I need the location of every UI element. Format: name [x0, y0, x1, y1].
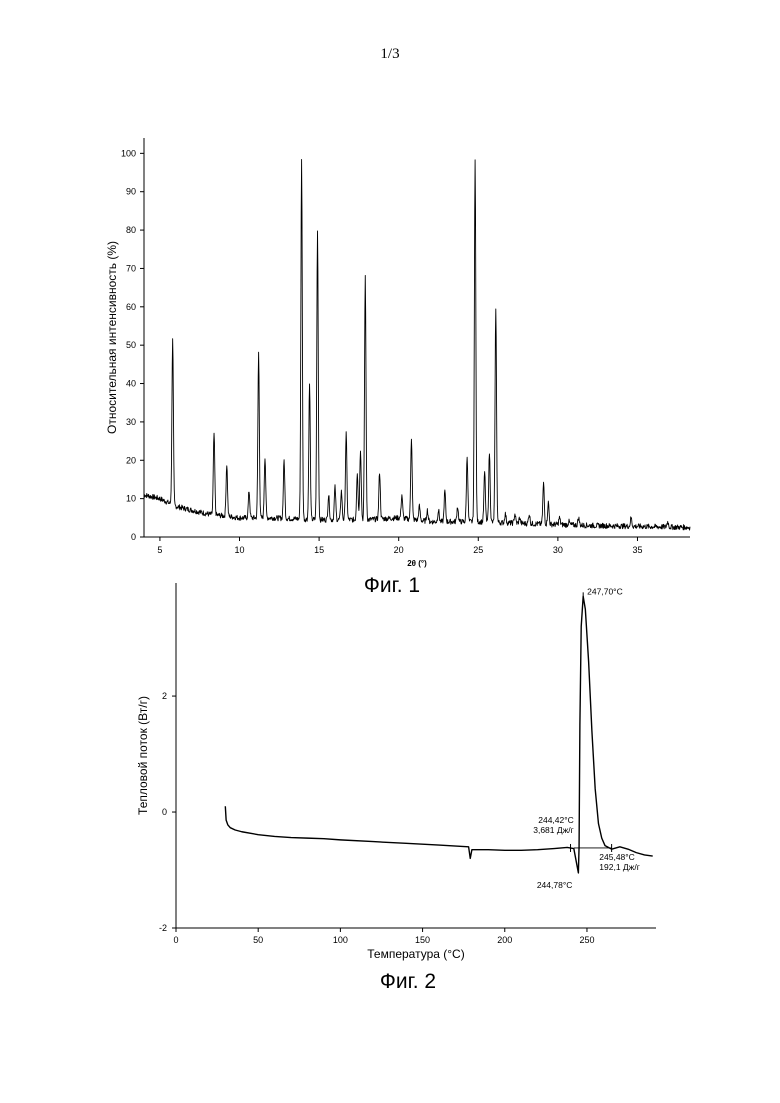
xrd-x-tick-label: 20 — [394, 545, 404, 555]
xrd-x-tick-label: 25 — [473, 545, 483, 555]
page-number: 1/3 — [380, 46, 400, 62]
xrd-y-tick-label: 70 — [126, 263, 136, 273]
xrd-x-tick-label: 35 — [632, 545, 642, 555]
xrd-y-tick-label: 100 — [121, 148, 136, 158]
dsc-x-tick-label: 150 — [415, 935, 430, 945]
xrd-chart: 0 10 20 30 40 50 60 70 80 90 100 5 10 15 20 25 30 35 2θ (°… — [105, 138, 691, 568]
dsc-y-tick-label: 0 — [162, 807, 167, 817]
xrd-x-tick-label: 30 — [553, 545, 563, 555]
dsc-x-tick-label: 0 — [173, 935, 178, 945]
dsc-y-tick-label: -2 — [159, 923, 167, 933]
dsc-heat-flow-line — [224, 595, 653, 874]
dsc-x-tick-label: 200 — [497, 935, 512, 945]
xrd-y-tick-label: 0 — [131, 532, 136, 542]
xrd-y-tick-label: 90 — [126, 187, 136, 197]
xrd-y-tick-label: 80 — [126, 225, 136, 235]
xrd-y-axis-label: Относительная интенсивность (%) — [105, 241, 119, 434]
dsc-x-tick-label: 50 — [253, 935, 263, 945]
dsc-x-tick-label: 250 — [579, 935, 594, 945]
dsc-annotation-text: 244,78°C — [537, 880, 573, 890]
dsc-annotation-text: 247,70°C — [587, 586, 623, 596]
xrd-x-tick-label: 5 — [157, 545, 162, 555]
xrd-y-tick-label: 10 — [126, 494, 136, 504]
xrd-y-tick-label: 40 — [126, 379, 136, 389]
xrd-x-tick-label: 10 — [235, 545, 245, 555]
dsc-x-tick-label: 100 — [333, 935, 348, 945]
xrd-y-tick-label: 60 — [126, 302, 136, 312]
figure-1-caption: Фиг. 1 — [363, 574, 421, 597]
xrd-pattern-line — [143, 159, 691, 531]
dsc-annotation-text: 245,48°C — [599, 852, 635, 862]
dsc-chart: -2 0 2 0 50 100 150 200 250 Температура (°C) Тепло… — [136, 583, 656, 961]
dsc-annotation-text: 192,1 Дж/г — [599, 862, 640, 872]
xrd-y-tick-label: 30 — [126, 417, 136, 427]
dsc-y-axis-label: Тепловой поток (Вт/г) — [136, 696, 150, 815]
xrd-y-tick-label: 20 — [126, 455, 136, 465]
dsc-x-axis-label: Температура (°C) — [367, 947, 464, 961]
xrd-y-tick-label: 50 — [126, 340, 136, 350]
figure-2-caption: Фиг. 2 — [379, 970, 437, 993]
dsc-annotation-text: 244,42°C — [538, 815, 574, 825]
dsc-annotation-text: 3,681 Дж/г — [533, 825, 574, 835]
xrd-x-axis-label: 2θ (°) — [407, 559, 427, 568]
xrd-x-tick-label: 15 — [314, 545, 324, 555]
dsc-y-tick-label: 2 — [162, 691, 167, 701]
